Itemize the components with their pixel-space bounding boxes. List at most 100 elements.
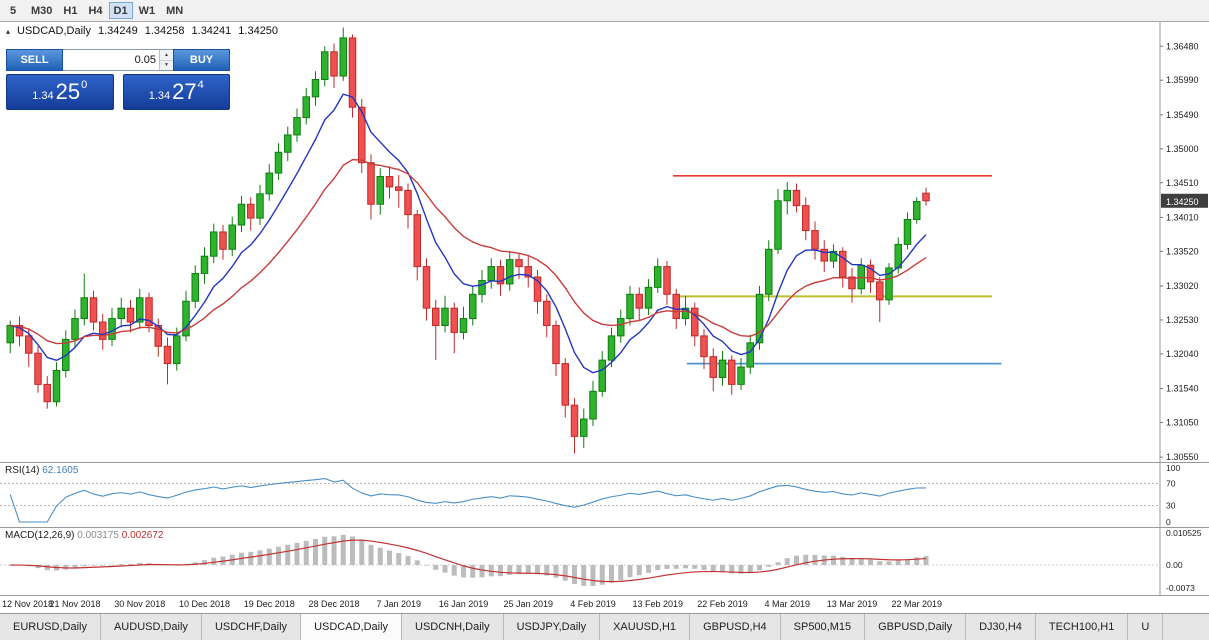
buy-button[interactable]: BUY [173, 49, 230, 71]
date-axis-label: 12 Nov 2018 [2, 599, 54, 609]
macd-signal-line [10, 539, 927, 583]
svg-text:1.34250: 1.34250 [1166, 197, 1199, 207]
svg-text:1.31540: 1.31540 [1166, 384, 1199, 394]
symbol-tab[interactable]: EURUSD,Daily [0, 614, 101, 640]
svg-text:1.31050: 1.31050 [1166, 417, 1199, 427]
timeframe-button-h4[interactable]: H4 [83, 2, 107, 19]
ohlc-close: 1.34250 [238, 25, 279, 37]
sell-price-point: 0 [81, 79, 88, 91]
rsi-label: RSI(14) 62.1605 [5, 465, 78, 476]
symbol-tab[interactable]: TECH100,H1 [1035, 614, 1129, 640]
svg-text:1.35490: 1.35490 [1166, 110, 1199, 120]
symbol-tab[interactable]: AUDUSD,Daily [100, 614, 202, 640]
macd-label: MACD(12,26,9) 0.003175 0.002672 [5, 530, 163, 541]
svg-text:1.33520: 1.33520 [1166, 246, 1199, 256]
timeframe-button-m30[interactable]: M30 [26, 2, 57, 19]
volume-control[interactable]: 0.05 ▲ ▼ [63, 49, 173, 71]
ma-slow-line [10, 159, 927, 345]
svg-text:1.34010: 1.34010 [1166, 212, 1199, 222]
timeframe-button-w1[interactable]: W1 [134, 2, 161, 19]
rsi-panel: 100 70 30 0 RSI(14) 62.1605 [0, 463, 1209, 528]
svg-text:-0.0073: -0.0073 [1166, 583, 1195, 593]
date-axis-label: 30 Nov 2018 [114, 599, 166, 609]
sell-price-display[interactable]: 1.34 25 0 [6, 74, 114, 110]
volume-spinner[interactable]: ▲ ▼ [159, 50, 173, 70]
chart-object-marker-icon: ▴ [6, 26, 11, 36]
macd-main-value: 0.003175 [77, 530, 119, 541]
buy-price-pips: 27 [172, 79, 197, 104]
svg-text:1.32530: 1.32530 [1166, 315, 1199, 325]
symbol-tab[interactable]: U [1128, 614, 1164, 640]
timeframe-toolbar: 5 M30 H1 H4 D1 W1 MN [0, 0, 1209, 22]
svg-text:1.30550: 1.30550 [1166, 452, 1199, 462]
symbol-tab-bar: EURUSD,Daily AUDUSD,Daily USDCHF,Daily USDC… [0, 614, 1209, 640]
macd-chart-canvas[interactable]: 0.010525 0.00 -0.0073 [0, 528, 1209, 595]
rsi-chart-canvas[interactable]: 100 70 30 0 [0, 463, 1209, 527]
svg-text:1.32040: 1.32040 [1166, 349, 1199, 359]
svg-text:0.010525: 0.010525 [1166, 528, 1202, 538]
buy-price-display[interactable]: 1.34 27 4 [122, 74, 230, 110]
price-chart-canvas[interactable]: 1.364801.359901.354901.350001.345101.340… [0, 22, 1209, 462]
ohlc-low: 1.34241 [191, 25, 232, 37]
ohlc-high: 1.34258 [144, 25, 185, 37]
date-axis-label: 16 Jan 2019 [438, 599, 489, 609]
timeframe-button-5[interactable]: 5 [1, 2, 25, 19]
date-axis-label: 7 Jan 2019 [376, 599, 422, 609]
sell-button[interactable]: SELL [6, 49, 63, 71]
date-axis-label: 4 Mar 2019 [764, 599, 811, 609]
sell-price-pips: 25 [55, 79, 81, 104]
macd-histogram [7, 534, 929, 587]
date-axis-label: 28 Dec 2018 [308, 599, 360, 609]
svg-text:0.00: 0.00 [1166, 560, 1183, 570]
date-axis-label: 4 Feb 2019 [570, 599, 616, 609]
chart-symbol-label: USDCAD,Daily [17, 25, 91, 37]
timeframe-button-h1[interactable]: H1 [58, 2, 82, 19]
svg-text:1.34510: 1.34510 [1166, 178, 1199, 188]
timeframe-button-d1[interactable]: D1 [108, 2, 133, 19]
ma-fast-line [10, 93, 927, 374]
volume-down-icon[interactable]: ▼ [160, 60, 173, 70]
buy-price-prefix: 1.34 [148, 90, 171, 102]
price-axis: 1.36480 1.35990 1.35490 1.35000 1.34510 1.340… [1160, 41, 1199, 462]
date-axis-label: 10 Dec 2018 [178, 599, 231, 609]
svg-text:1.36480: 1.36480 [1166, 41, 1199, 51]
buy-price-point: 4 [197, 79, 204, 91]
timeframe-button-mn[interactable]: MN [161, 2, 188, 19]
current-price-badge [1161, 193, 1208, 208]
rsi-value: 62.1605 [42, 465, 79, 476]
macd-name: MACD(12,26,9) [5, 530, 75, 541]
symbol-tab[interactable]: USDCHF,Daily [201, 614, 302, 640]
date-axis-label: 13 Mar 2019 [826, 599, 878, 609]
symbol-tab[interactable]: DJ30,H4 [966, 614, 1036, 640]
svg-text:0: 0 [1166, 517, 1171, 527]
one-click-trading-widget: SELL 0.05 ▲ ▼ BUY 1.34 25 0 1.34 27 4 [6, 49, 230, 110]
symbol-tab[interactable]: SP500,M15 [780, 614, 866, 640]
rsi-line [9, 477, 927, 523]
svg-text:70: 70 [1166, 479, 1176, 489]
svg-text:1.35990: 1.35990 [1166, 75, 1199, 85]
symbol-tab[interactable]: GBPUSD,Daily [865, 614, 967, 640]
rsi-name: RSI(14) [5, 465, 40, 476]
date-axis-label: 21 Nov 2018 [49, 599, 101, 609]
date-axis-label: 25 Jan 2019 [503, 599, 554, 609]
sell-price-prefix: 1.34 [32, 90, 54, 102]
date-axis-label: 22 Feb 2019 [697, 599, 748, 609]
symbol-tab[interactable]: XAUUSD,H1 [600, 614, 691, 640]
date-axis-label: 19 Dec 2018 [243, 599, 295, 609]
svg-text:1.35000: 1.35000 [1166, 144, 1199, 154]
svg-text:30: 30 [1166, 501, 1176, 511]
macd-panel: 0.010525 0.00 -0.0073 MACD(12,26,9) 0.0031… [0, 528, 1209, 596]
symbol-tab[interactable]: GBPUSD,H4 [690, 614, 781, 640]
volume-value[interactable]: 0.05 [134, 54, 156, 66]
svg-text:100: 100 [1166, 463, 1180, 473]
volume-up-icon[interactable]: ▲ [160, 50, 173, 61]
ohlc-open: 1.34249 [97, 25, 138, 37]
date-axis-label: 22 Mar 2019 [891, 599, 943, 609]
macd-signal-value: 0.002672 [121, 530, 164, 541]
symbol-tab[interactable]: USDJPY,Daily [503, 614, 601, 640]
symbol-tab[interactable]: USDCNH,Daily [402, 614, 504, 640]
date-axis: 12 Nov 2018 21 Nov 2018 30 Nov 2018 10 Dec … [0, 596, 1209, 614]
svg-text:1.33020: 1.33020 [1166, 281, 1199, 291]
chart-title: ▴ USDCAD,Daily 1.34249 1.34258 1.34241 1… [6, 25, 278, 37]
symbol-tab[interactable]: USDCAD,Daily [301, 614, 403, 640]
